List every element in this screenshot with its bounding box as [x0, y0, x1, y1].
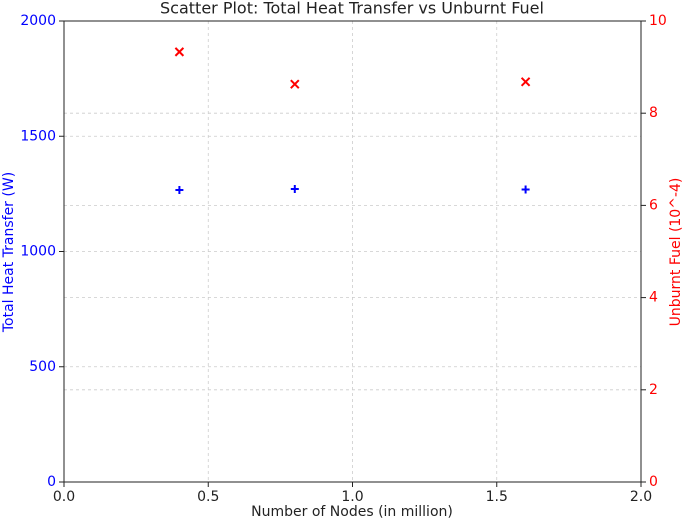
y2-tick-label: 6 [649, 197, 658, 213]
y-tick-label: 1500 [20, 128, 56, 144]
y2-axis-label: Unburnt Fuel (10^-4) [668, 178, 684, 327]
y2-tick-label: 4 [649, 290, 658, 306]
point [290, 79, 300, 89]
x-tick-label: 1.0 [341, 489, 363, 505]
y-tick-label: 1000 [20, 244, 56, 260]
x-tick-label: 2.0 [630, 489, 652, 505]
y-axis-label: Total Heat Transfer (W) [1, 172, 17, 333]
y-tick-label: 0 [47, 474, 56, 490]
y2-tick-label: 10 [649, 13, 667, 29]
chart-title: Scatter Plot: Total Heat Transfer vs Unb… [160, 0, 544, 18]
y-tick-label: 2000 [20, 13, 56, 29]
x-tick-label: 1.5 [486, 489, 508, 505]
point [290, 185, 299, 194]
y2-tick-label: 8 [649, 105, 658, 121]
y2-tick-label: 2 [649, 382, 658, 398]
point [521, 185, 530, 194]
plot-frame [63, 20, 642, 483]
y2-tick-label: 0 [649, 474, 658, 490]
x-axis-label: Number of Nodes (in million) [251, 504, 453, 520]
y-tick-label: 500 [29, 359, 56, 375]
point [520, 77, 531, 87]
x-tick-label: 0.0 [53, 489, 75, 505]
point [174, 47, 185, 57]
point [175, 185, 184, 194]
x-tick-label: 0.5 [197, 489, 219, 505]
